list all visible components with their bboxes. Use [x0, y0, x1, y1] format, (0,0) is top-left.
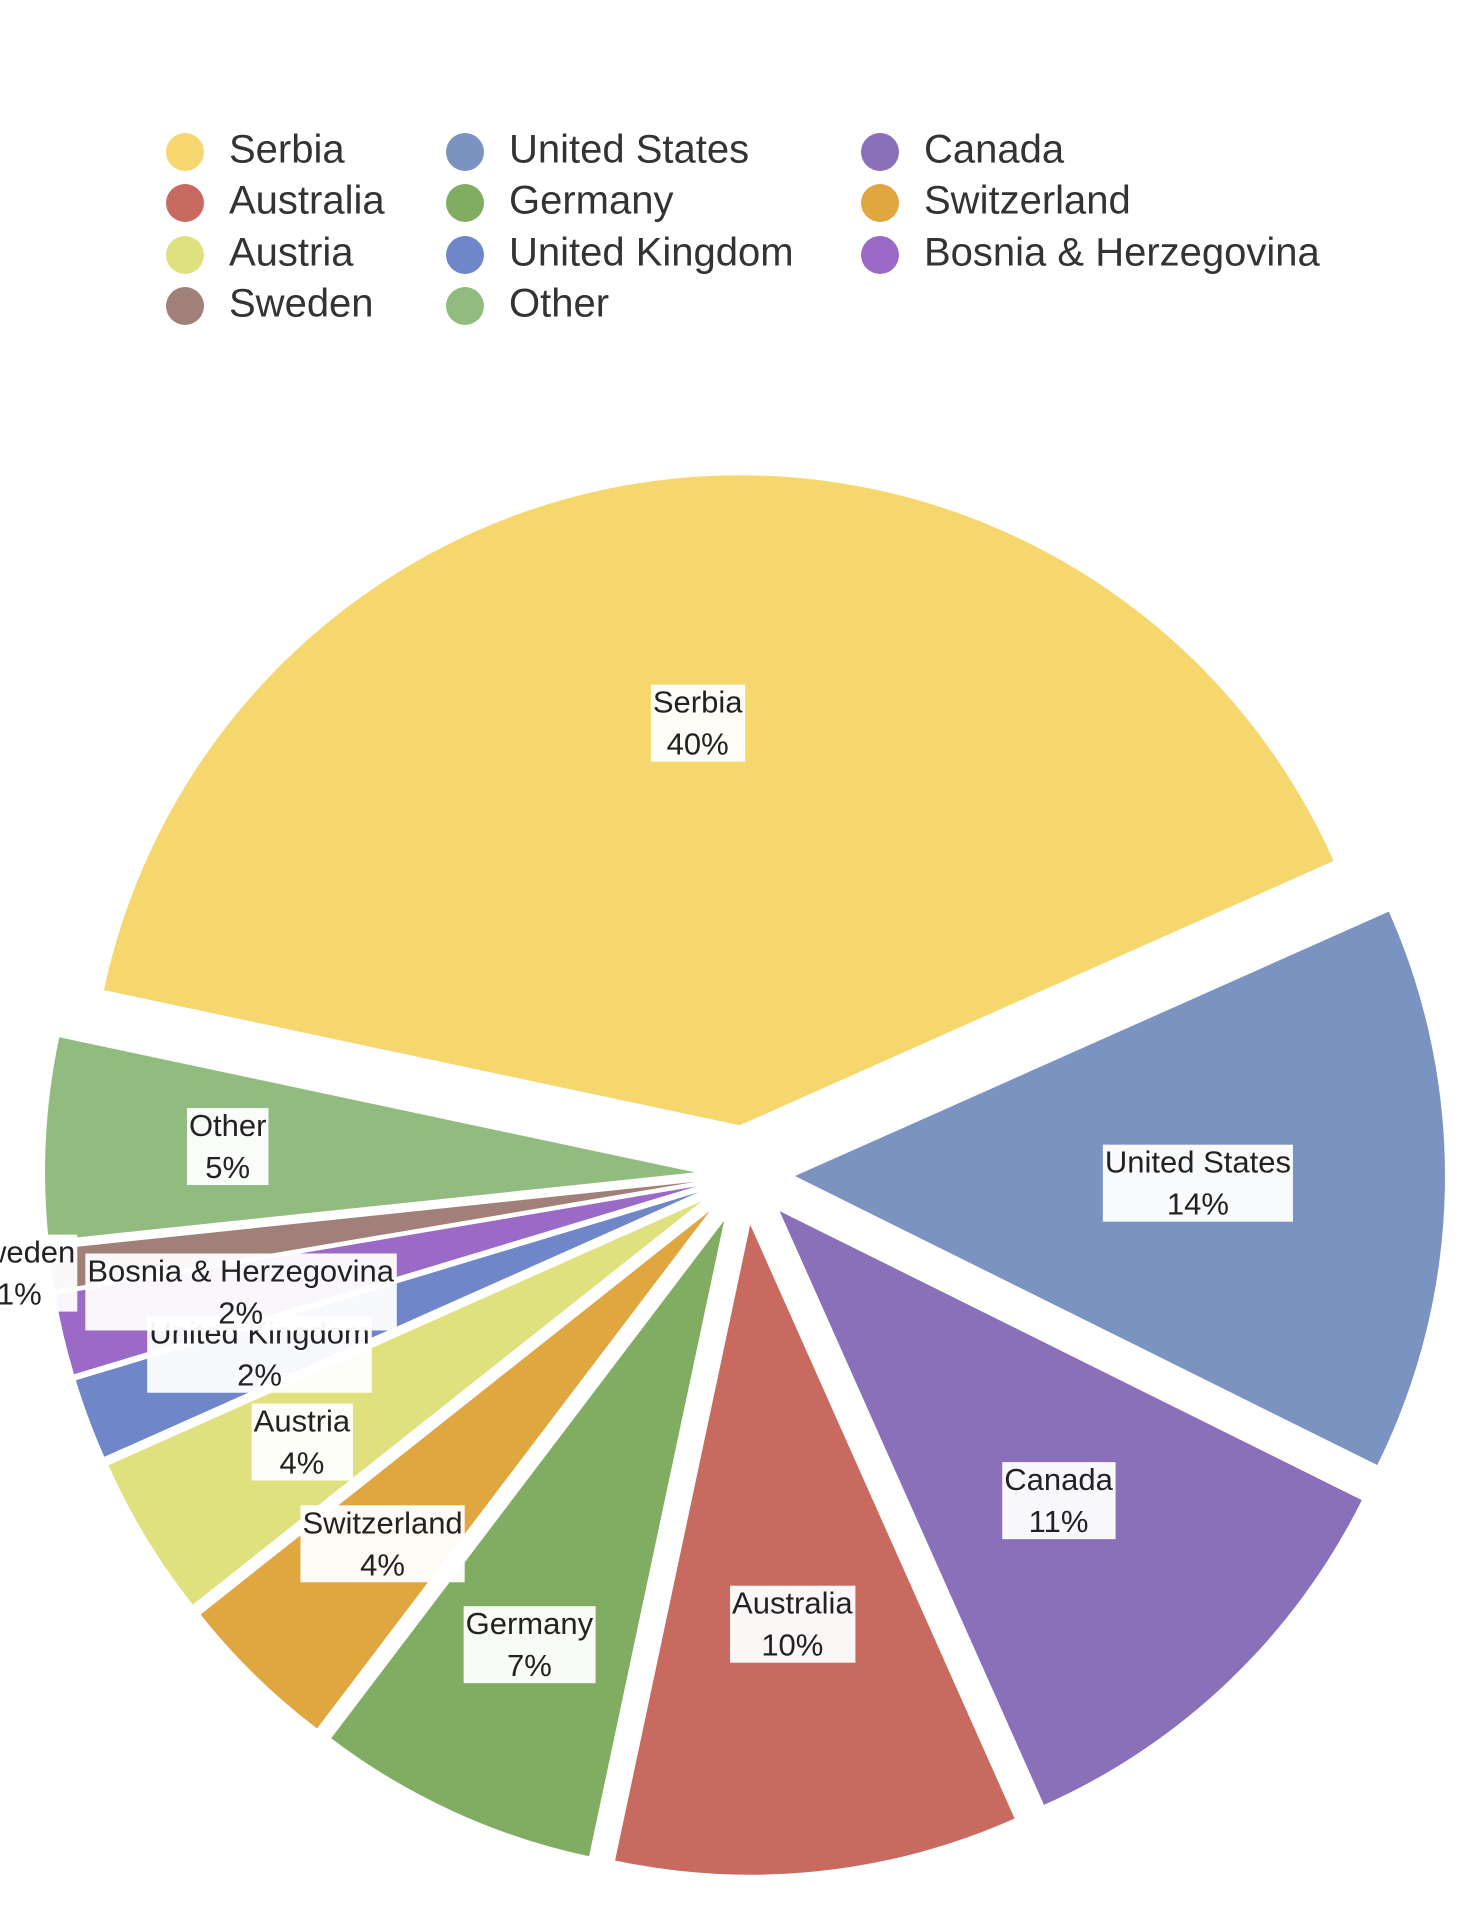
legend-swatch — [446, 184, 484, 222]
legend-item: United Kingdom — [446, 231, 794, 275]
legend-item: Other — [446, 282, 609, 326]
label-bg — [251, 1403, 353, 1481]
label-name: United States — [1105, 1145, 1291, 1180]
pie-slice — [200, 1210, 711, 1729]
legend-label: United States — [509, 128, 749, 172]
legend-swatch — [166, 287, 204, 325]
legend-item: Sweden — [166, 282, 374, 326]
label-bg — [1102, 1144, 1293, 1222]
legend-label: Other — [509, 282, 609, 326]
label-bg — [85, 1253, 397, 1331]
data-label: Bosnia & Herzegovina 2% — [85, 1253, 397, 1331]
label-bg — [1002, 1462, 1116, 1540]
label-bg — [730, 1585, 856, 1663]
label-value: 2% — [218, 1295, 263, 1330]
label-name: Other — [189, 1108, 267, 1143]
data-label: Switzerland 4% — [300, 1505, 465, 1583]
label-name: Germany — [466, 1606, 594, 1641]
data-label: Australia 10% — [730, 1585, 856, 1663]
label-name: Canada — [1004, 1462, 1113, 1497]
legend-label: Serbia — [229, 128, 345, 172]
legend-label: Bosnia & Herzegovina — [924, 231, 1321, 275]
label-bg — [463, 1606, 596, 1684]
legend-swatch — [861, 133, 899, 171]
label-value: 14% — [1167, 1187, 1229, 1222]
label-name: Serbia — [653, 685, 743, 720]
label-value: 10% — [761, 1628, 823, 1663]
legend-item: Serbia — [166, 128, 345, 172]
label-value: 7% — [507, 1648, 552, 1683]
pie-slice — [108, 1200, 703, 1605]
legend-swatch — [166, 236, 204, 274]
legend-label: Canada — [924, 128, 1065, 172]
label-value: 4% — [280, 1446, 325, 1481]
label-bg — [650, 684, 746, 762]
data-label: Other 5% — [186, 1108, 269, 1186]
data-label: Sweden 1% — [0, 1234, 78, 1312]
legend-label: Austria — [229, 231, 354, 275]
label-name: Sweden — [0, 1235, 75, 1270]
legend-label: United Kingdom — [509, 231, 794, 275]
data-label: Canada 11% — [1002, 1462, 1116, 1540]
pie-slice — [103, 475, 1334, 1126]
pie-slice — [45, 1037, 696, 1241]
data-label: Austria 4% — [251, 1403, 353, 1481]
legend-label: Sweden — [229, 282, 374, 326]
label-value: 1% — [0, 1277, 42, 1312]
legend-item: Canada — [861, 128, 1065, 172]
legend-item: Australia — [166, 179, 385, 223]
data-label: Serbia 40% — [650, 684, 746, 762]
legend-label: Australia — [229, 179, 385, 223]
legend-item: United States — [446, 128, 749, 172]
label-bg — [186, 1108, 269, 1186]
label-name: Switzerland — [302, 1505, 462, 1540]
label-value: 11% — [1029, 1504, 1089, 1539]
legend-swatch — [446, 133, 484, 171]
data-label: United States 14% — [1102, 1144, 1293, 1222]
label-value: 4% — [360, 1547, 405, 1582]
label-bg — [0, 1234, 78, 1312]
legend-label: Germany — [509, 179, 674, 223]
legend-item: Austria — [166, 231, 354, 275]
legend-item: Germany — [446, 179, 674, 223]
legend-swatch — [166, 184, 204, 222]
label-value: 40% — [667, 727, 729, 762]
pie-slice — [331, 1220, 725, 1857]
label-name: Australia — [732, 1586, 853, 1621]
label-value: 5% — [205, 1150, 250, 1185]
legend-swatch — [446, 287, 484, 325]
pie-slice — [615, 1224, 1015, 1875]
legend-swatch — [861, 236, 899, 274]
legend-swatch — [446, 236, 484, 274]
legend-item: Bosnia & Herzegovina — [861, 231, 1321, 275]
label-name: Bosnia & Herzegovina — [87, 1253, 394, 1288]
legend-swatch — [166, 133, 204, 171]
legend-label: Switzerland — [924, 179, 1131, 223]
label-bg — [300, 1505, 465, 1583]
data-label: Germany 7% — [463, 1606, 596, 1684]
legend-swatch — [861, 184, 899, 222]
label-value: 2% — [237, 1358, 282, 1393]
label-name: Austria — [254, 1404, 351, 1439]
legend-item: Switzerland — [861, 179, 1131, 223]
